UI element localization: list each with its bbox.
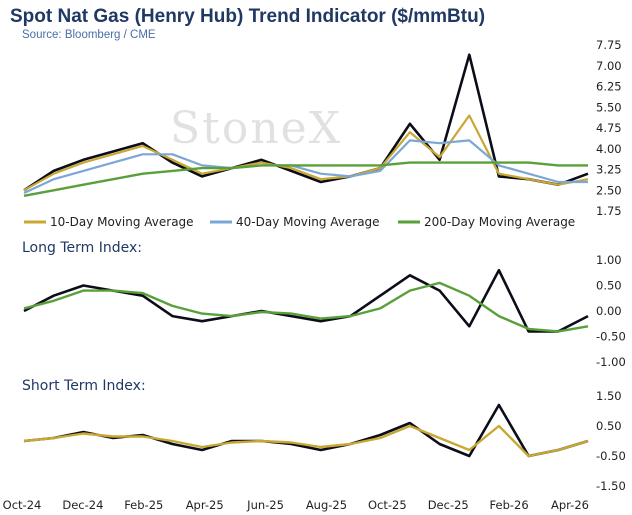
- price-y-tick: 5.50: [596, 100, 622, 114]
- x-axis-label: Jun-25: [246, 498, 284, 512]
- legend-label-ma10: 10-Day Moving Average: [50, 215, 194, 229]
- x-axis-labels: Oct-24 Dec-24 Feb-25 Apr-25 Jun-25 Aug-25 Oct-…: [3, 498, 589, 512]
- price-y-tick: 6.25: [596, 80, 622, 94]
- x-axis-label: Oct-25: [368, 498, 407, 512]
- long-y-tick: -0.50: [596, 330, 626, 344]
- price-series-40-day-moving-average: [23, 139, 588, 194]
- x-axis-label: Oct-24: [3, 498, 42, 512]
- long-series-price: [23, 268, 589, 333]
- long-lines: [23, 268, 589, 333]
- long-y-tick: 1.00: [596, 253, 622, 267]
- stonex-watermark: StoneX: [170, 103, 342, 154]
- price-y-tick: 2.50: [596, 183, 622, 197]
- price-y-tick: 4.00: [596, 142, 622, 156]
- short-y-ticks: 1.50 0.50 -0.50 -1.50: [596, 389, 626, 493]
- legend-label-ma40: 40-Day Moving Average: [236, 215, 380, 229]
- price-y-tick: 1.75: [596, 204, 622, 218]
- price-series-200-day-moving-average: [23, 161, 588, 197]
- price-panel: 7.75 7.00 6.25 5.50 4.75 4.00 3.25 2.50 1.75: [23, 38, 622, 218]
- chart-title: Spot Nat Gas (Henry Hub) Trend Indicator…: [10, 6, 485, 27]
- price-y-tick: 7.75: [596, 38, 622, 52]
- price-y-ticks: 7.75 7.00 6.25 5.50 4.75 4.00 3.25 2.50 1.75: [596, 38, 622, 218]
- price-y-tick: 3.25: [596, 163, 622, 177]
- short-series-short_index: [23, 424, 589, 458]
- long-y-tick: 0.00: [596, 304, 622, 318]
- short-lines: [23, 403, 589, 458]
- x-axis-label: Feb-25: [124, 498, 163, 512]
- legend-label-ma200: 200-Day Moving Average: [424, 215, 575, 229]
- chart-source: Source: Bloomberg / CME: [22, 29, 156, 41]
- x-axis-label: Apr-25: [186, 498, 224, 512]
- short-y-tick: -0.50: [596, 449, 626, 463]
- short-y-tick: -1.50: [596, 479, 626, 493]
- long-series-long_index: [23, 281, 589, 333]
- x-axis-label: Dec-25: [428, 498, 469, 512]
- short-term-title: Short Term Index:: [22, 378, 146, 394]
- short-term-panel: Short Term Index: 1.50 0.50 -0.50 -1.50: [22, 378, 626, 493]
- long-y-ticks: 1.00 0.50 0.00 -0.50 -1.00: [596, 253, 626, 369]
- short-y-tick: 0.50: [596, 419, 622, 433]
- short-y-tick: 1.50: [596, 389, 622, 403]
- price-lines: [23, 53, 589, 197]
- x-axis-label: Aug-25: [306, 498, 347, 512]
- long-term-panel: Long Term Index: 1.00 0.50 0.00 -0.50 -1.00: [22, 240, 626, 369]
- x-axis-label: Feb-26: [490, 498, 529, 512]
- price-y-tick: 4.75: [596, 121, 622, 135]
- price-series-10-day-moving-average: [23, 114, 589, 192]
- price-y-tick: 7.00: [596, 59, 622, 73]
- price-legend: 10-Day Moving Average 40-Day Moving Aver…: [24, 215, 575, 229]
- price-series-price: [23, 53, 589, 192]
- long-y-tick: 0.50: [596, 279, 622, 293]
- long-y-tick: -1.00: [596, 355, 626, 369]
- x-axis-label: Dec-24: [62, 498, 103, 512]
- long-term-title: Long Term Index:: [22, 240, 142, 256]
- x-axis-label: Apr-26: [551, 498, 589, 512]
